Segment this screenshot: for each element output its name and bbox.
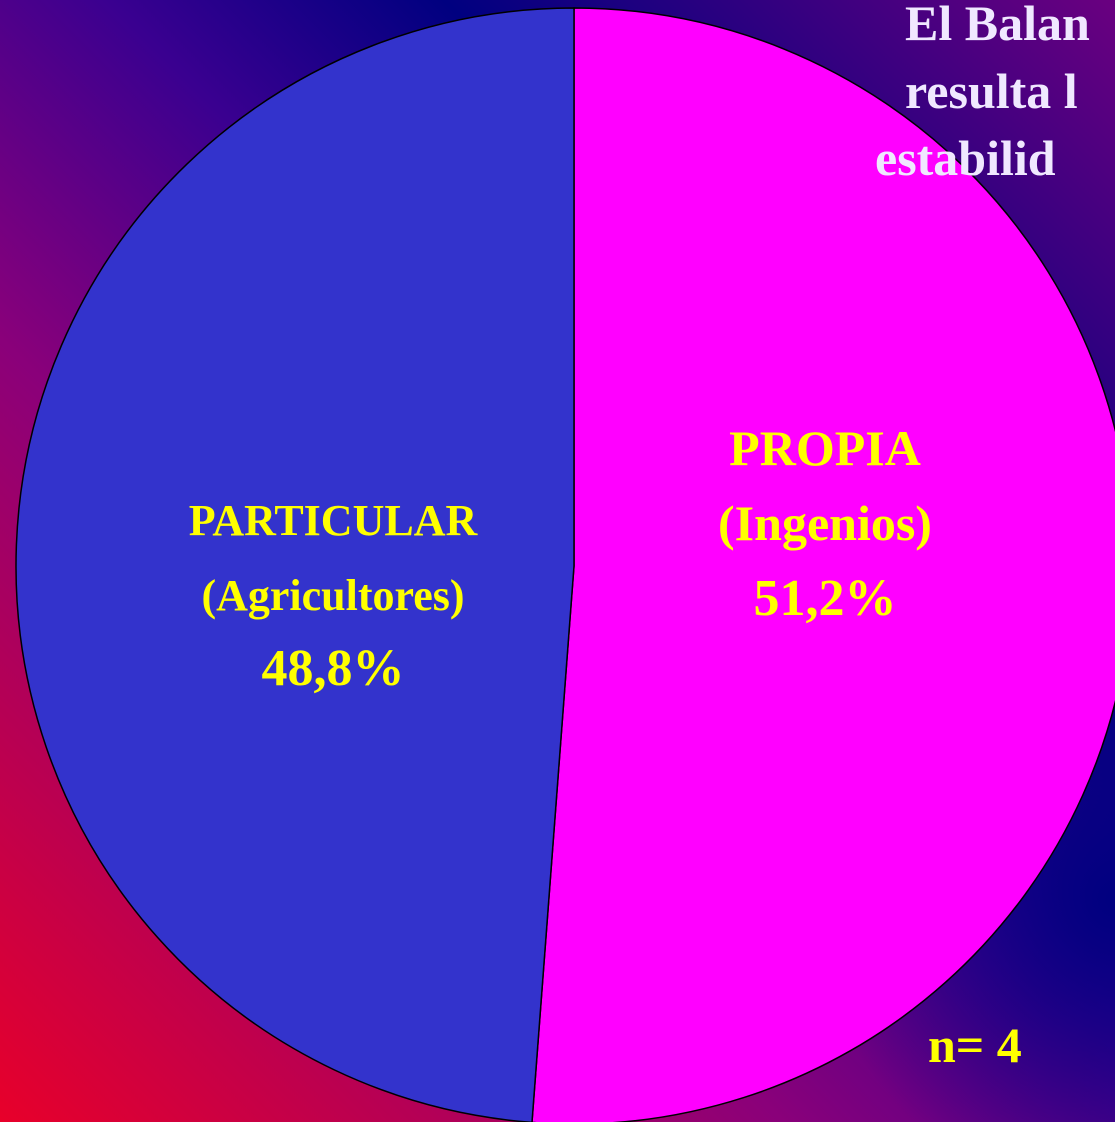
title-line: El Balan xyxy=(905,0,1090,51)
slice-value-label: 51,2% xyxy=(754,570,897,627)
title-line: estabilid xyxy=(875,130,1056,186)
pie xyxy=(15,7,1115,1122)
slice-label: (Agricultores) xyxy=(201,571,464,620)
sample-size: n= 4 xyxy=(928,1017,1022,1073)
slice-value-label: 48,8% xyxy=(262,640,405,697)
slice-label: (Ingenios) xyxy=(718,495,932,551)
pie-slice xyxy=(15,7,575,1122)
title-line: resulta l xyxy=(905,63,1078,119)
slice-label: PROPIA xyxy=(729,420,921,476)
slice-label: PARTICULAR xyxy=(189,496,479,545)
pie-slice xyxy=(531,7,1115,1122)
